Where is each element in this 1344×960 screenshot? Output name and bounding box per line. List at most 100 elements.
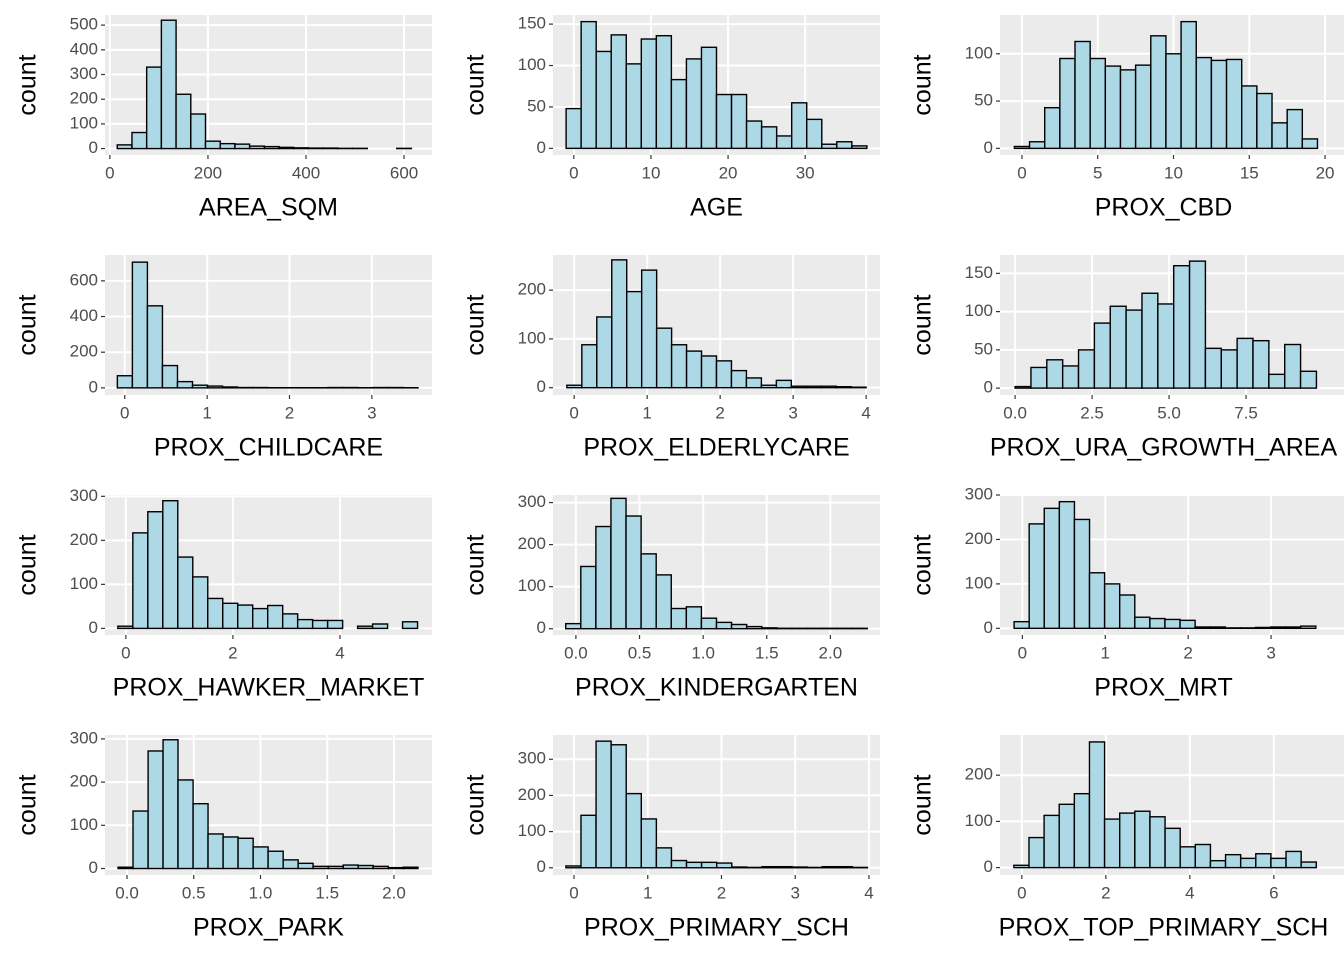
x-tick-label: 2	[715, 403, 724, 422]
x-tick-label: 3	[790, 883, 799, 902]
bar	[372, 865, 389, 870]
y-axis-title: count	[462, 774, 490, 835]
panel: 0 5 10 15 20 0 50 100 PROX_CBD count	[909, 15, 1344, 222]
bar	[387, 866, 405, 870]
y-tick-label: 0	[984, 138, 993, 157]
bar	[640, 38, 658, 150]
bar	[670, 78, 688, 150]
bar	[207, 597, 224, 630]
y-tick-label: 300	[518, 749, 546, 768]
x-tick-label: 0.0	[564, 643, 588, 662]
bar	[1104, 65, 1122, 150]
bar	[730, 369, 748, 389]
bar	[1150, 35, 1167, 150]
y-tick-label: 50	[527, 96, 546, 115]
bar	[162, 739, 179, 870]
y-axis-title: count	[909, 294, 937, 355]
bar	[278, 146, 295, 150]
bar	[1043, 814, 1060, 869]
bar	[116, 144, 133, 150]
bar	[221, 386, 239, 389]
x-tick-label: 10	[641, 163, 660, 182]
bar	[595, 525, 612, 630]
bar	[790, 385, 807, 389]
bar	[1028, 141, 1046, 150]
bar	[1300, 861, 1317, 869]
bar	[1014, 385, 1032, 389]
x-axis-title: PROX_CHILDCARE	[154, 434, 383, 462]
y-axis-title: count	[909, 54, 937, 115]
bar	[1239, 857, 1257, 869]
bar	[1109, 305, 1127, 389]
x-tick-label: 2	[285, 403, 294, 422]
y-tick-label: 100	[965, 811, 993, 830]
panel: 0 1 2 3 4 0 100 200 PROX_ELDERLYCARE count	[462, 255, 880, 462]
x-tick-label: 0	[120, 403, 129, 422]
x-tick-label: 0.5	[182, 883, 206, 902]
y-tick-label: 100	[518, 821, 546, 840]
bar	[1119, 812, 1136, 869]
y-tick-label: 0	[537, 138, 546, 157]
bar	[1013, 864, 1030, 869]
bar	[1030, 366, 1048, 389]
bar	[761, 627, 778, 630]
bar	[626, 290, 643, 389]
bar	[1149, 816, 1166, 869]
y-tick-label: 200	[70, 89, 98, 108]
bar	[1103, 583, 1121, 630]
bar	[207, 833, 224, 870]
y-tick-label: 100	[965, 573, 993, 592]
bar	[357, 864, 374, 870]
bar	[745, 377, 763, 389]
bar	[222, 602, 239, 630]
bar	[821, 143, 838, 150]
bar	[1134, 810, 1151, 869]
y-tick-label: 100	[518, 55, 546, 74]
bar	[685, 606, 703, 630]
bar	[611, 259, 628, 389]
bar	[222, 836, 239, 870]
bar	[1252, 339, 1270, 389]
bar	[204, 140, 221, 150]
x-tick-label: 3	[788, 403, 797, 422]
x-axis-title: PROX_TOP_PRIMARY_SCH	[999, 914, 1329, 942]
bar	[219, 142, 236, 150]
bar	[851, 145, 868, 150]
y-tick-label: 0	[537, 857, 546, 876]
bar	[1164, 618, 1181, 630]
bar	[1061, 365, 1080, 389]
bar	[595, 740, 612, 869]
x-tick-label: 1	[202, 403, 211, 422]
bar	[700, 617, 718, 630]
bar	[700, 861, 718, 869]
bar	[595, 50, 612, 150]
panel: 0 2 4 0 100 200 300 PROX_HAWKER_MARKET count	[14, 486, 432, 702]
x-tick-label: 2	[1101, 883, 1110, 902]
y-tick-label: 100	[70, 574, 98, 593]
y-axis-title: count	[14, 54, 42, 115]
bar	[685, 861, 703, 869]
bar	[1043, 507, 1061, 630]
y-axis-title: count	[14, 774, 42, 835]
bar	[1074, 40, 1091, 150]
bar	[760, 126, 778, 150]
bar	[791, 866, 808, 869]
x-tick-label: 0.0	[115, 883, 139, 902]
bar	[1058, 500, 1076, 630]
bar	[715, 360, 733, 389]
y-axis-title: count	[462, 534, 490, 595]
bar	[1300, 625, 1317, 630]
x-tick-label: 0	[1017, 883, 1026, 902]
bar	[566, 384, 583, 389]
y-axis-title: count	[909, 774, 937, 835]
bar	[312, 865, 329, 870]
y-tick-label: 0	[89, 138, 98, 157]
bar	[401, 621, 419, 630]
bar	[715, 621, 733, 630]
x-axis-title: PROX_CBD	[1095, 194, 1233, 222]
bar	[132, 810, 149, 870]
y-axis-title: count	[14, 534, 42, 595]
bar	[252, 607, 269, 630]
bar	[730, 93, 748, 150]
panel: 0.0 0.5 1.0 1.5 2.0 0 100 200 300 PROX_KINDERGART…	[462, 492, 880, 702]
